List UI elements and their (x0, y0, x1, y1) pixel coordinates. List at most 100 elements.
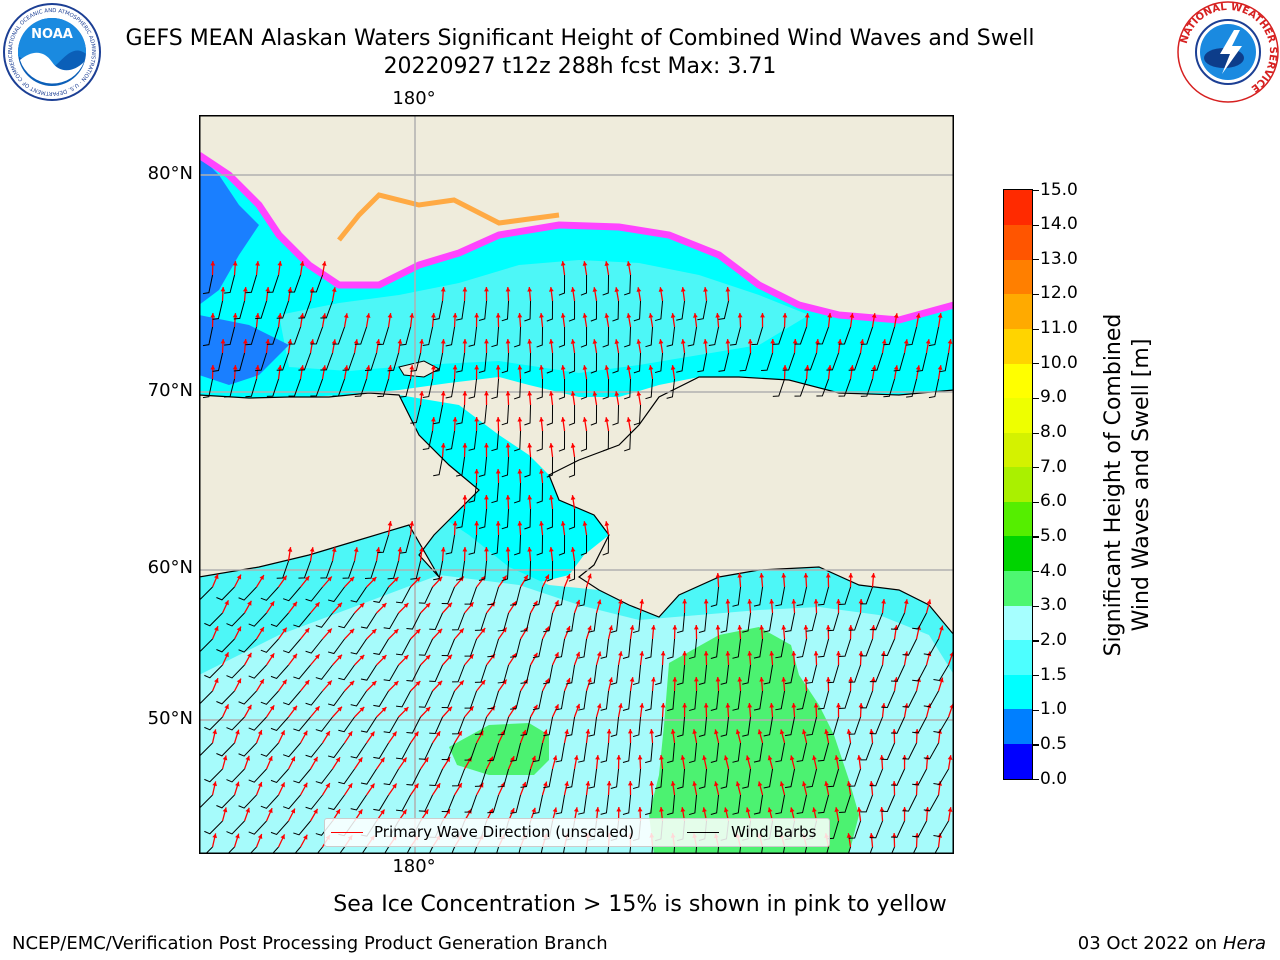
wind-barb (806, 768, 818, 788)
wave-arrow-head (242, 287, 248, 292)
wave-arrow-head (539, 469, 544, 474)
wind-barb (871, 352, 884, 372)
wind-barb (546, 352, 554, 374)
wave-arrow-head (651, 625, 656, 630)
wind-barb (226, 846, 235, 854)
wind-barb (860, 586, 874, 605)
wind-barb (602, 326, 610, 348)
wind-barb (732, 690, 742, 711)
wind-barb (632, 768, 642, 790)
wind-barb (739, 352, 752, 372)
wave-arrow-head (747, 703, 753, 708)
colorbar-tick-label: 1.0 (1040, 699, 1068, 720)
wave-arrow-head (527, 287, 533, 292)
wave-arrow-head (825, 625, 831, 630)
wind-barb (624, 274, 632, 296)
wave-arrow-head (548, 495, 554, 500)
wave-arrow-head (715, 573, 721, 578)
wind-barb (742, 768, 752, 789)
wind-barb (817, 638, 830, 658)
wind-barb (383, 768, 399, 786)
wind-barb (816, 378, 830, 397)
wind-barb (826, 352, 840, 371)
wind-barb (487, 638, 500, 658)
wind-barb (622, 742, 632, 764)
wave-arrow-head (337, 706, 342, 712)
colorbar-tick-mark (1033, 640, 1039, 642)
wave-arrow-head (282, 575, 287, 581)
wave-arrow-head (595, 755, 600, 760)
wave-arrow-head (626, 261, 632, 266)
wind-barb (772, 326, 786, 345)
wind-barb (532, 794, 544, 815)
wind-barb (478, 508, 488, 530)
wind-barb (753, 586, 764, 607)
wave-arrow-head (280, 782, 285, 788)
wind-barb (342, 352, 356, 371)
colorbar-tick-label: 3.0 (1040, 595, 1068, 616)
wind-barb (224, 326, 236, 346)
wave-arrow-head (359, 706, 365, 712)
wave-arrow-head (658, 287, 664, 292)
wind-barb (610, 716, 620, 737)
wind-barb (869, 716, 884, 735)
wave-arrow-head (856, 755, 862, 760)
wave-arrow-head (891, 781, 897, 786)
colorbar-tick-label: 0.5 (1040, 733, 1068, 754)
wind-barb (588, 612, 598, 633)
wave-arrow-head (627, 729, 633, 734)
wind-barb (565, 768, 576, 789)
wind-barb (491, 378, 500, 400)
wave-arrow-head (539, 417, 544, 422)
wave-arrow-head (527, 547, 533, 552)
wind-barb (433, 560, 444, 581)
wave-arrow-head (527, 391, 533, 396)
wave-arrow-head (359, 654, 365, 660)
wave-arrow-head (827, 313, 833, 318)
wave-arrow-head (343, 365, 349, 370)
wave-arrow-head (331, 547, 337, 552)
wave-arrow-head (214, 678, 219, 684)
wind-barb (452, 768, 466, 787)
wave-arrow-head (801, 781, 807, 787)
wind-barb (720, 768, 730, 789)
wind-barb (860, 690, 874, 709)
noaa-logo: NOAA NATIONAL OCEANIC AND ATMOSPHERIC AD… (3, 3, 101, 101)
wind-barb (428, 846, 433, 854)
wind-barb (520, 768, 532, 788)
wave-arrow-head (375, 547, 381, 552)
siberia-land (199, 392, 480, 578)
wave-arrow-head (891, 833, 897, 838)
wind-barb (255, 300, 268, 320)
wind-barb (410, 560, 422, 580)
wind-barb (418, 638, 433, 656)
wave-arrow-head (462, 443, 468, 448)
wind-barb (387, 352, 400, 372)
wind-barb (848, 352, 862, 371)
wave-arrow-head (606, 729, 612, 734)
wave-arrow-head (474, 313, 480, 318)
wind-barb (804, 352, 818, 371)
wind-barb (578, 794, 588, 815)
wind-barb (645, 378, 654, 400)
wave-arrow-head (245, 807, 250, 813)
wind-barb (260, 794, 279, 809)
wind-barb (245, 274, 258, 294)
wave-arrow-head (403, 603, 409, 608)
wave-arrow-head (846, 833, 852, 838)
wind-barb (452, 612, 466, 631)
colorbar-segment (1004, 432, 1032, 468)
wind-barb (396, 742, 411, 760)
wave-arrow-head (370, 783, 375, 789)
wind-barb (565, 716, 576, 737)
wave-arrow-head (672, 625, 678, 630)
wave-arrow-head (292, 653, 297, 659)
wave-arrow-head (881, 651, 886, 656)
wind-barb (881, 638, 895, 657)
wind-barb (624, 378, 632, 400)
wind-barb (578, 638, 588, 659)
wave-arrow-head (495, 365, 501, 370)
wind-barb (763, 768, 774, 789)
wave-arrow-head (564, 781, 569, 787)
colorbar-tick-label: 15.0 (1040, 179, 1078, 200)
